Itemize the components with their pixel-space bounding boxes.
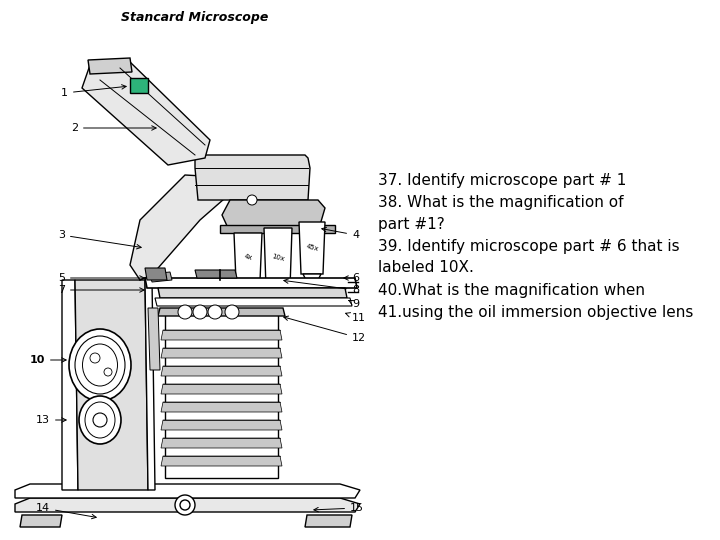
Polygon shape — [195, 270, 237, 278]
Polygon shape — [305, 515, 352, 527]
Text: 10: 10 — [30, 355, 66, 365]
Polygon shape — [161, 456, 282, 466]
Polygon shape — [155, 298, 352, 306]
Polygon shape — [161, 420, 282, 430]
Text: 13: 13 — [36, 415, 66, 425]
Polygon shape — [303, 274, 321, 286]
Polygon shape — [299, 222, 325, 274]
Polygon shape — [150, 272, 172, 282]
Polygon shape — [145, 278, 357, 288]
Polygon shape — [15, 498, 360, 512]
Polygon shape — [161, 348, 282, 358]
Polygon shape — [195, 155, 310, 200]
Text: 7: 7 — [58, 285, 144, 295]
Text: 37. Identify microscope part # 1: 37. Identify microscope part # 1 — [378, 172, 626, 187]
Polygon shape — [82, 62, 210, 165]
Text: 4: 4 — [322, 227, 359, 240]
Circle shape — [247, 195, 257, 205]
Polygon shape — [165, 312, 278, 478]
Circle shape — [180, 500, 190, 510]
Polygon shape — [75, 280, 148, 490]
Circle shape — [104, 368, 112, 376]
Polygon shape — [88, 58, 132, 74]
Text: 5: 5 — [58, 273, 144, 283]
Polygon shape — [161, 366, 282, 376]
Polygon shape — [161, 438, 282, 448]
Polygon shape — [222, 200, 325, 228]
Circle shape — [90, 353, 100, 363]
Text: 4x: 4x — [243, 253, 253, 261]
Polygon shape — [161, 402, 282, 412]
Circle shape — [93, 413, 107, 427]
Text: 45x: 45x — [305, 244, 319, 253]
Text: 41.using the oil immersion objective lens: 41.using the oil immersion objective len… — [378, 305, 693, 320]
FancyBboxPatch shape — [130, 78, 148, 93]
Polygon shape — [238, 281, 258, 293]
Polygon shape — [161, 384, 282, 394]
Text: 12: 12 — [284, 316, 366, 343]
Text: 3: 3 — [58, 230, 141, 249]
Text: 8: 8 — [284, 279, 359, 295]
Ellipse shape — [75, 336, 125, 394]
Ellipse shape — [85, 402, 115, 438]
Polygon shape — [130, 175, 240, 280]
Ellipse shape — [83, 344, 117, 386]
Polygon shape — [264, 228, 292, 288]
Polygon shape — [15, 484, 360, 498]
Text: 2: 2 — [71, 123, 156, 133]
Polygon shape — [220, 225, 335, 233]
Polygon shape — [158, 288, 347, 298]
Polygon shape — [62, 280, 78, 490]
Text: part #1?: part #1? — [378, 217, 445, 232]
Text: Stancard Microscope: Stancard Microscope — [121, 11, 269, 24]
Circle shape — [175, 495, 195, 515]
Text: 11: 11 — [346, 313, 366, 323]
Circle shape — [225, 305, 239, 319]
Text: 9: 9 — [348, 299, 359, 309]
Text: 39. Identify microscope part # 6 that is: 39. Identify microscope part # 6 that is — [378, 239, 680, 253]
Circle shape — [208, 305, 222, 319]
Text: 10x: 10x — [271, 253, 285, 262]
Text: labeled 10X.: labeled 10X. — [378, 260, 474, 275]
Polygon shape — [145, 268, 167, 280]
Polygon shape — [148, 308, 160, 370]
Text: 38. What is the magnification of: 38. What is the magnification of — [378, 194, 624, 210]
Text: 6: 6 — [344, 273, 359, 283]
Ellipse shape — [79, 396, 121, 444]
Text: 14: 14 — [36, 503, 96, 519]
Polygon shape — [158, 308, 285, 316]
Circle shape — [178, 305, 192, 319]
Polygon shape — [234, 233, 262, 281]
Polygon shape — [145, 280, 155, 490]
Ellipse shape — [69, 329, 131, 401]
Polygon shape — [161, 330, 282, 340]
Polygon shape — [20, 515, 62, 527]
Text: 1: 1 — [61, 85, 126, 98]
Polygon shape — [268, 288, 288, 300]
Circle shape — [193, 305, 207, 319]
Text: 40.What is the magnification when: 40.What is the magnification when — [378, 282, 645, 298]
Text: 15: 15 — [314, 503, 364, 513]
